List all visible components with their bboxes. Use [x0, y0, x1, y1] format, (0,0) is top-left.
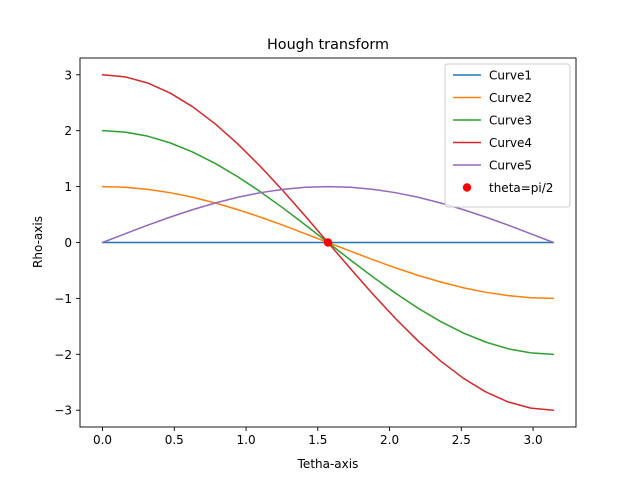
- scatter-point-theta-pi-2: [323, 238, 333, 247]
- legend-label: Curve2: [489, 91, 532, 105]
- series-line-curve5: [101, 185, 555, 244]
- legend: Curve1 Curve2 Curve3 Curve4 Curve5 theta=pi/2: [444, 63, 571, 208]
- x-tick-label: 3.0: [524, 433, 543, 447]
- y-tick-label: −2: [54, 348, 72, 362]
- legend-label: Curve5: [489, 158, 532, 172]
- x-tick-label: 2.5: [452, 433, 471, 447]
- legend-label: Curve1: [489, 68, 532, 82]
- x-tick-label: 1.5: [308, 433, 327, 447]
- y-tick-label: −1: [54, 292, 72, 306]
- x-axis-label: Tetha-axis: [297, 457, 359, 471]
- y-tick-label: 1: [64, 180, 72, 194]
- plot-area: [101, 74, 555, 411]
- legend-label: Curve3: [489, 113, 532, 127]
- y-tick-label: 3: [64, 68, 72, 82]
- chart-title: Hough transform: [267, 37, 389, 53]
- y-tick-label: 2: [64, 124, 72, 138]
- legend-box: [444, 63, 571, 208]
- axes: 0.0 0.5 1.0 1.5 2.0 2.5 3.0 3 2 1 0 −1 −2 −3: [54, 57, 577, 447]
- y-tick-label: 0: [64, 236, 72, 250]
- legend-swatch-theta-pi-2: [462, 183, 472, 192]
- x-tick-label: 2.0: [380, 433, 399, 447]
- x-tick-label: 1.0: [237, 433, 256, 447]
- x-tick-label: 0.5: [165, 433, 184, 447]
- legend-label: Curve4: [489, 136, 532, 150]
- legend-label: theta=pi/2: [489, 181, 553, 195]
- y-axis-label: Rho-axis: [31, 216, 45, 268]
- y-tick-label: −3: [54, 404, 72, 418]
- x-tick-label: 0.0: [93, 433, 112, 447]
